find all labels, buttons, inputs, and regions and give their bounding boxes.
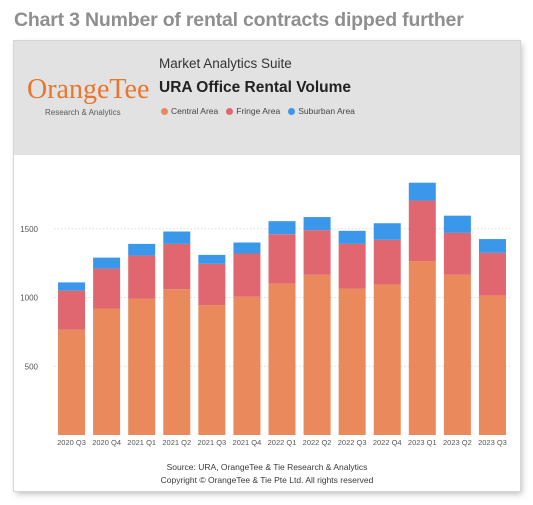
x-tick-label: 2023 Q2	[443, 438, 472, 447]
x-tick-label: 2021 Q2	[162, 438, 191, 447]
bar-segment-suburban	[198, 254, 226, 264]
x-tick-label: 2021 Q1	[127, 438, 156, 447]
x-tick-label: 2023 Q1	[408, 438, 437, 447]
bar-segment-fringe	[338, 243, 366, 289]
copyright-note: Copyright © OrangeTee & Tie Pte Ltd. All…	[160, 475, 374, 485]
bar-segment-suburban	[443, 215, 471, 233]
legend-item-fringe: Fringe Area	[226, 106, 280, 116]
suite-name: Market Analytics Suite	[159, 56, 292, 71]
bar-segment-suburban	[303, 217, 331, 231]
bar-segment-fringe	[198, 263, 226, 306]
bar-segment-central	[93, 308, 121, 435]
bar-segment-fringe	[233, 253, 261, 297]
x-tick-label: 2022 Q2	[303, 438, 332, 447]
bar-segment-central	[478, 295, 506, 435]
bar-segment-central	[198, 305, 226, 435]
bar-segment-suburban	[233, 242, 261, 254]
source-note: Source: URA, OrangeTee & Tie Research & …	[166, 462, 368, 472]
bar-segment-suburban	[58, 282, 86, 291]
bar-segment-fringe	[268, 234, 296, 284]
orangetee-logo: OrangeTee Research & Analytics	[27, 74, 150, 118]
bar-segment-suburban	[268, 221, 296, 235]
legend-label-suburban: Suburban Area	[298, 106, 355, 116]
bar-segment-fringe	[408, 200, 436, 262]
bar-segment-central	[338, 288, 366, 435]
rental-volume-plot: 500 1000 1500 2020 Q3 2020 Q4 2021 Q1 2021 Q2 2…	[20, 182, 510, 447]
bar-segment-central	[373, 284, 401, 435]
chart-banner: OrangeTee Research & Analytics Market An…	[14, 41, 520, 155]
legend-label-central: Central Area	[171, 106, 219, 116]
x-tick-label: 2021 Q4	[233, 438, 262, 447]
bar-segment-fringe	[58, 290, 86, 330]
bar-segment-central	[443, 274, 471, 435]
chart-heading: Chart 3 Number of rental contracts dippe…	[14, 9, 464, 31]
bar-segment-suburban	[478, 239, 506, 253]
y-tick-label: 1500	[20, 225, 38, 234]
legend-swatch-fringe	[226, 107, 234, 115]
logo-wordmark: OrangeTee	[27, 74, 150, 105]
bar-segment-central	[303, 274, 331, 435]
bar-segment-fringe	[163, 243, 191, 290]
legend-label-fringe: Fringe Area	[236, 106, 281, 116]
x-tick-label: 2022 Q1	[268, 438, 297, 447]
logo-tagline: Research & Analytics	[45, 108, 121, 117]
y-tick-label: 500	[25, 362, 39, 371]
bar-segment-suburban	[373, 223, 401, 240]
x-tick-label: 2020 Q4	[92, 438, 121, 447]
x-tick-label: 2020 Q3	[57, 438, 86, 447]
bar-segment-fringe	[478, 252, 506, 296]
bar-segment-central	[163, 289, 191, 435]
bar-segment-fringe	[373, 239, 401, 285]
chart-legend: Central Area Fringe Area Suburban Area	[161, 106, 355, 116]
bar-segment-fringe	[128, 255, 156, 299]
bar-segment-suburban	[93, 257, 121, 269]
bar-segment-fringe	[303, 230, 331, 275]
x-tick-label: 2022 Q4	[373, 438, 402, 447]
x-tick-label: 2021 Q3	[197, 438, 226, 447]
x-tick-label: 2023 Q3	[478, 438, 507, 447]
chart-title: URA Office Rental Volume	[159, 79, 352, 96]
bar-segment-central	[268, 283, 296, 435]
bar-segment-central	[58, 329, 86, 435]
bar-segment-central	[128, 298, 156, 435]
chart-frame: OrangeTee Research & Analytics Market An…	[14, 41, 520, 491]
legend-item-suburban: Suburban Area	[288, 106, 355, 116]
legend-swatch-suburban	[288, 107, 296, 115]
bar-segment-suburban	[128, 243, 156, 256]
bar-segment-suburban	[338, 230, 366, 244]
bar-segment-fringe	[93, 268, 121, 309]
legend-swatch-central	[161, 107, 168, 115]
bar-segment-central	[408, 261, 436, 435]
legend-item-central: Central Area	[161, 106, 218, 116]
bar-segment-fringe	[443, 232, 471, 275]
bar-segment-suburban	[408, 182, 436, 201]
x-tick-label: 2022 Q3	[338, 438, 367, 447]
bar-segment-suburban	[163, 231, 191, 244]
y-tick-label: 1000	[20, 294, 38, 303]
bar-segment-central	[233, 296, 261, 435]
